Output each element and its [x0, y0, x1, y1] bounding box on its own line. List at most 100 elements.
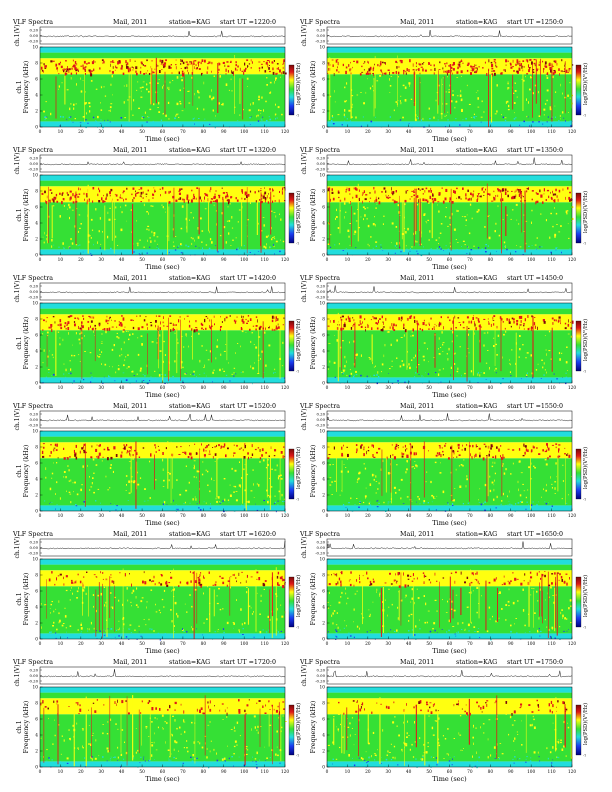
- spectrogram-cell: [146, 211, 148, 213]
- spectrogram-cell: [132, 114, 134, 116]
- spectrogram-cell: [48, 326, 50, 329]
- spectrogram-cell: [263, 588, 265, 590]
- spectrogram-cell: [472, 68, 475, 71]
- sferic-streak: [505, 206, 507, 236]
- spectrogram-cell: [259, 69, 260, 72]
- spectrogram-cell: [139, 315, 141, 317]
- spectrogram-cell: [71, 209, 74, 211]
- spectrogram-cell: [508, 500, 510, 502]
- spectrogram-cell: [263, 249, 264, 251]
- x-tick-label: 0: [39, 258, 42, 263]
- spectrogram-cell: [151, 580, 152, 583]
- sferic-streak: [102, 583, 103, 639]
- spectrogram-cell: [145, 379, 148, 381]
- spectrogram-cell: [551, 505, 553, 507]
- spectrogram-cell: [79, 227, 81, 229]
- waveform-tick-label: 0.00: [30, 161, 39, 166]
- x-tick-label: 40: [119, 258, 125, 263]
- spectrogram-cell: [95, 208, 97, 211]
- spectrogram-cell: [281, 72, 282, 75]
- spectrogram-band: [327, 458, 572, 506]
- spectrogram-cell: [79, 450, 81, 454]
- waveform-frame: [326, 26, 573, 45]
- spectrogram-cell: [244, 198, 246, 200]
- spectrogram-cell: [73, 103, 75, 106]
- spectrogram-cell: [228, 232, 230, 235]
- spectrogram-band: [327, 377, 572, 383]
- spectrogram-cell: [247, 320, 249, 322]
- spectrogram-cell: [277, 318, 279, 321]
- spectrogram-cell: [101, 197, 103, 201]
- spectrogram-cell: [401, 360, 403, 362]
- spectrogram-cell: [507, 580, 509, 582]
- spectrogram-cell: [328, 223, 330, 225]
- spectrogram-cell: [493, 488, 495, 492]
- spectrogram-cell: [64, 615, 67, 618]
- spectrogram-cell: [522, 455, 525, 457]
- spectrogram-cell: [143, 571, 145, 574]
- spectrogram-cell: [152, 193, 154, 196]
- spectrogram-cell: [186, 611, 188, 613]
- spectrogram-cell: [551, 582, 553, 585]
- spectrogram-cell: [535, 248, 537, 250]
- spectrogram-cell: [164, 374, 166, 376]
- spectrogram-cell: [562, 377, 563, 378]
- spectrogram-cell: [110, 63, 111, 67]
- spectrogram-cell: [435, 509, 437, 511]
- spectrogram-cell: [88, 315, 90, 317]
- spectrogram-cell: [519, 326, 520, 329]
- spectrogram-cell: [187, 90, 190, 92]
- spectrogram-cell: [328, 68, 331, 71]
- waveform-ylabel: ch.1(V): [301, 537, 308, 559]
- spectrogram-cell: [191, 328, 193, 331]
- spectrogram-cell: [550, 125, 551, 127]
- spectrogram-cell: [365, 194, 368, 196]
- spectrogram-cell: [372, 454, 374, 458]
- panel-station: station=KAG: [456, 19, 497, 26]
- spectrogram-cell: [415, 354, 416, 357]
- spectrogram-cell: [55, 608, 57, 610]
- spectrogram-cell: [416, 320, 418, 323]
- spectrogram-cell: [564, 322, 567, 325]
- spectrogram-cell: [328, 454, 331, 455]
- spectrogram-cell: [349, 120, 351, 122]
- spectrogram-cell: [71, 581, 74, 584]
- spectrogram-cell: [429, 63, 430, 65]
- spectrogram-cell: [173, 596, 175, 597]
- spectrogram-cell: [495, 507, 497, 509]
- spectrogram-cell: [229, 251, 232, 253]
- x-tick-label: 20: [78, 642, 84, 647]
- sferic-streak: [192, 63, 194, 106]
- spectrogram-cell: [329, 198, 331, 202]
- spectrogram-cell: [280, 76, 281, 78]
- spectrogram-cell: [512, 462, 514, 465]
- spectrogram-cell: [536, 237, 538, 239]
- spectrogram-cell: [507, 109, 510, 111]
- spectrogram-cell: [274, 469, 277, 471]
- spectrogram-cell: [462, 119, 464, 121]
- spectrogram-cell: [434, 323, 436, 325]
- spectrogram-cell: [271, 62, 274, 64]
- spectrogram-cell: [140, 367, 142, 370]
- x-tick-label: 120: [281, 642, 289, 647]
- spectrogram-cell: [455, 327, 457, 329]
- spectrogram-cell: [209, 507, 211, 509]
- spectrogram-cell: [468, 320, 470, 324]
- spectrogram-cell: [271, 319, 274, 323]
- spectrogram-cell: [269, 70, 271, 73]
- spectrogram-cell: [189, 63, 191, 65]
- spectrogram-cell: [189, 219, 190, 221]
- spectrogram-cell: [565, 361, 568, 364]
- spectrogram-cell: [80, 90, 83, 93]
- spectrogram-cell: [151, 580, 155, 582]
- spectrogram-cell: [481, 187, 483, 191]
- spectrogram-cell: [176, 479, 178, 481]
- spectrogram-cell: [273, 455, 276, 457]
- spectrogram-cell: [515, 362, 517, 365]
- spectrogram-cell: [133, 375, 135, 376]
- spectrogram-cell: [513, 321, 515, 324]
- spectrogram-cell: [329, 484, 332, 486]
- spectrogram-cell: [353, 608, 355, 611]
- spectrogram-cell: [65, 376, 67, 378]
- spectrogram-cell: [216, 602, 219, 605]
